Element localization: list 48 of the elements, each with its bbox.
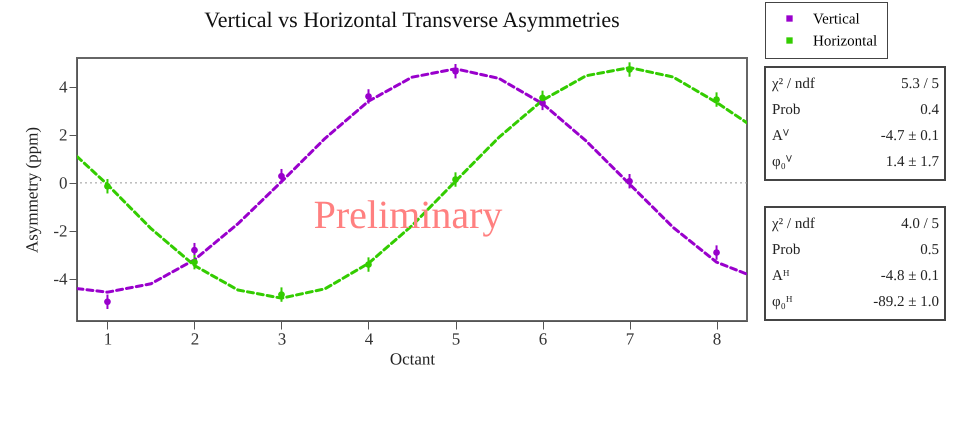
y-tick-label: 2	[59, 125, 68, 144]
point	[365, 93, 372, 100]
text: φ₀ⱽ	[772, 154, 792, 170]
point	[191, 258, 198, 266]
text: Prob	[772, 242, 800, 258]
point	[365, 261, 372, 268]
legend-label: Horizontal	[813, 34, 878, 50]
x-tick-label: 2	[190, 330, 200, 348]
chart-title: Vertical vs Horizontal Transverse Asymmetries	[204, 7, 620, 32]
y-tick-label: -4	[53, 269, 68, 288]
legend-label: Vertical	[813, 12, 860, 28]
x-tick-label: 8	[712, 330, 722, 348]
x-tick-label: 4	[364, 330, 374, 348]
text: χ² / ndf	[771, 76, 815, 92]
x-tick-label: 7	[626, 330, 635, 348]
point	[104, 298, 111, 306]
point	[626, 66, 633, 73]
point	[104, 182, 111, 190]
point	[713, 249, 720, 256]
point	[278, 172, 285, 180]
text: 1.4 ± 1.7	[886, 154, 940, 170]
x-tick-label: 5	[452, 330, 460, 348]
text: φ₀ᴴ	[772, 294, 793, 310]
text: Aᴴ	[772, 268, 790, 284]
text: 0.5	[920, 242, 939, 258]
text: Prob	[772, 102, 800, 118]
x-tick-label: 1	[104, 330, 112, 348]
point	[191, 246, 198, 254]
text: -89.2 ± 1.0	[873, 294, 939, 310]
x-tick-label: 3	[278, 330, 286, 348]
text: 4.0 / 5	[901, 216, 939, 232]
point	[452, 176, 459, 183]
point	[539, 94, 546, 102]
text: 5.3 / 5	[901, 76, 939, 92]
point	[713, 96, 720, 103]
text: -4.8 ± 0.1	[880, 268, 939, 284]
text: 0.4	[920, 102, 940, 118]
point	[278, 291, 285, 298]
y-tick-label: -2	[53, 221, 68, 240]
point	[626, 178, 633, 185]
y-axis-title: Asymmetry (ppm)	[22, 126, 42, 254]
x-tick-label: 6	[538, 330, 548, 348]
y-tick-label: 0	[59, 173, 68, 192]
text: -4.7 ± 0.1	[880, 128, 939, 144]
x-axis-title: Octant	[390, 350, 436, 368]
text: Aⱽ	[772, 128, 789, 144]
text: χ² / ndf	[771, 216, 815, 232]
y-tick-label: 4	[59, 77, 68, 96]
